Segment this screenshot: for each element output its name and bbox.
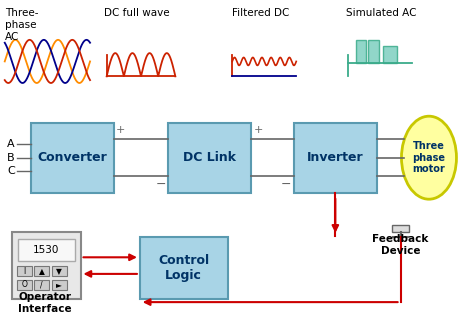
Text: C: C [7, 166, 15, 176]
Text: ►: ► [56, 280, 62, 289]
Text: −: − [155, 178, 166, 191]
FancyBboxPatch shape [34, 266, 49, 276]
Text: DC Link: DC Link [183, 151, 236, 164]
FancyBboxPatch shape [17, 266, 32, 276]
Text: Simulated AC: Simulated AC [346, 8, 417, 18]
FancyBboxPatch shape [52, 266, 67, 276]
Text: 1530: 1530 [33, 245, 59, 255]
Bar [356, 40, 366, 63]
Text: Filtered DC: Filtered DC [232, 8, 290, 18]
FancyBboxPatch shape [52, 280, 67, 290]
Text: Operator
Interface: Operator Interface [18, 292, 72, 314]
FancyBboxPatch shape [168, 123, 251, 193]
FancyBboxPatch shape [12, 232, 81, 299]
Text: ▲: ▲ [39, 267, 45, 276]
FancyBboxPatch shape [392, 225, 409, 232]
FancyBboxPatch shape [17, 280, 32, 290]
Text: +: + [116, 125, 126, 135]
FancyBboxPatch shape [18, 239, 75, 261]
Text: Converter: Converter [37, 151, 107, 164]
Text: B: B [7, 153, 15, 163]
Ellipse shape [401, 116, 456, 199]
FancyBboxPatch shape [34, 280, 49, 290]
Text: A: A [7, 139, 15, 149]
Text: Feedback
Device: Feedback Device [373, 234, 428, 256]
FancyBboxPatch shape [31, 123, 114, 193]
Text: Three-
phase
AC: Three- phase AC [5, 8, 38, 42]
Text: −: − [281, 178, 292, 191]
FancyBboxPatch shape [294, 123, 377, 193]
Text: ▼: ▼ [56, 267, 62, 276]
Text: /: / [40, 280, 43, 289]
Text: DC full wave: DC full wave [104, 8, 170, 18]
FancyBboxPatch shape [140, 237, 228, 299]
Text: +: + [254, 125, 263, 135]
Text: Three
phase
motor: Three phase motor [412, 141, 446, 174]
Text: I: I [23, 267, 25, 276]
Text: Control
Logic: Control Logic [158, 254, 209, 282]
Text: Inverter: Inverter [307, 151, 364, 164]
Bar [383, 46, 397, 63]
Text: O: O [21, 280, 27, 289]
Bar [368, 40, 379, 63]
